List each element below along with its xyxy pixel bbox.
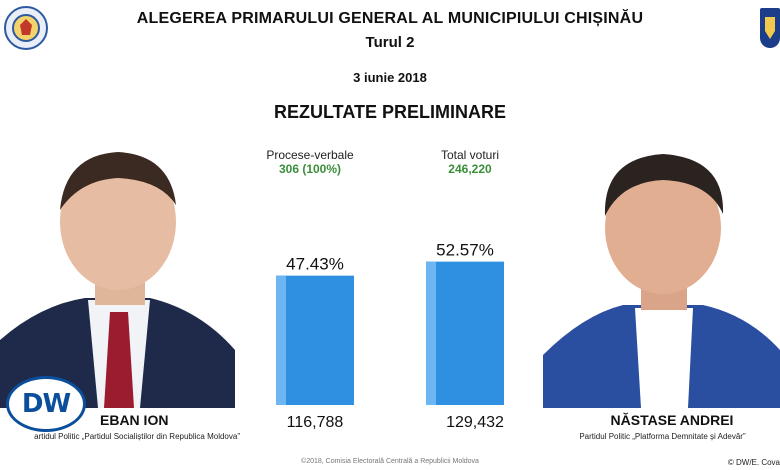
dw-logo-text: DW [21,389,71,419]
source-footer: ©2018, Comisia Electorală Centrală a Rep… [301,458,479,465]
election-round: Turul 2 [365,34,415,51]
minutes-value: 306 (100%) [278,162,342,176]
total-votes-stat: Total voturi 246,220 [405,148,535,176]
bar-1 [426,261,504,405]
minutes-label: Procese-verbale [266,148,354,162]
cec-emblem-icon [4,6,48,50]
results-heading: REZULTATE PRELIMINARE [274,102,506,122]
bar-label-0: 47.43% [286,255,344,274]
bar-highlight-1 [426,261,436,405]
bar-highlight-0 [276,275,286,405]
candidate-votes-right: 129,432 [446,414,504,431]
photo-credit: © DW/E. Cova [727,458,780,467]
candidate-photo-left [0,140,235,408]
bar-label-1: 52.57% [436,241,494,260]
minutes-stat: Procese-verbale 306 (100%) [245,148,375,176]
results-chart: 47.43% 52.57% [230,215,560,410]
bar-0 [276,275,354,405]
chisinau-coat-of-arms-icon [760,8,780,48]
candidate-name-right: NĂSTASE ANDREI [610,412,734,428]
total-votes-label: Total voturi [440,148,500,162]
election-date: 3 iunie 2018 [353,70,427,85]
total-votes-value: 246,220 [448,162,492,176]
candidate-name-left: EBAN ION [100,412,169,428]
dw-logo: DW [6,376,86,432]
candidate-party-right: Partidul Politic „Platforma Demnitate și… [579,432,746,441]
results-bar-chart: 47.43% 52.57% [276,241,504,405]
candidate-party-left: artidul Politic „Partidul Socialiștilor … [34,432,240,441]
candidate-photo-right [543,140,780,408]
page-title: ALEGEREA PRIMARULUI GENERAL AL MUNICIPIU… [136,10,644,27]
candidate-votes-left: 116,788 [286,414,344,431]
